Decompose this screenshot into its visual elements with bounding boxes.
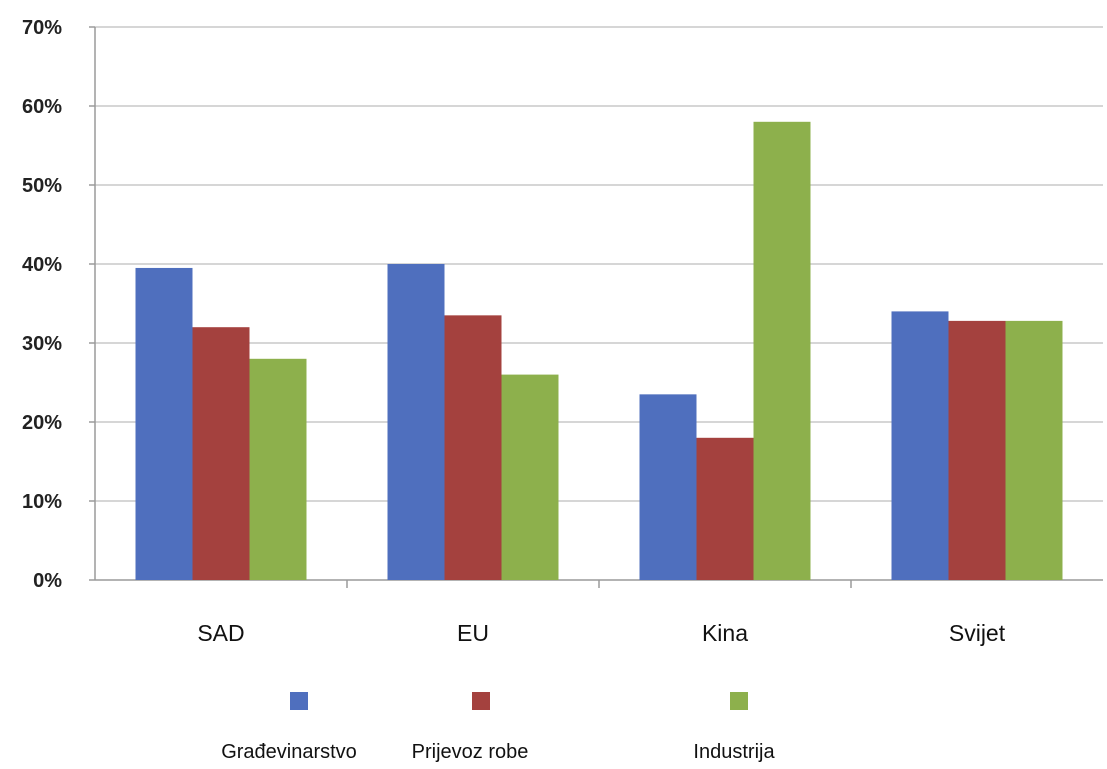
x-tick-label: Svijet — [949, 620, 1006, 646]
bar-eu-1 — [387, 264, 445, 580]
x-tick-label: SAD — [197, 620, 244, 646]
legend: Građevinarstvo Prijevoz robe Industrija — [221, 692, 775, 763]
legend-swatch — [730, 692, 748, 710]
legend-label: Industrija — [693, 741, 775, 763]
y-tick-label: 0% — [33, 570, 62, 592]
y-tick-label: 10% — [22, 491, 62, 513]
legend-swatch — [472, 692, 490, 710]
bar-eu-3 — [501, 374, 559, 580]
bar-svijet-2 — [948, 320, 1006, 580]
y-tick-label: 40% — [22, 254, 62, 276]
bar-kina-1 — [639, 394, 697, 580]
y-tick-label: 60% — [22, 96, 62, 118]
x-tick-label: Kina — [702, 620, 748, 646]
bar-svijet-3 — [1005, 320, 1063, 580]
x-tick-label: EU — [457, 620, 489, 646]
bars — [135, 121, 1063, 581]
bar-sad-2 — [192, 327, 250, 580]
tick-labels: 0% 10% 20% 30% 40% 50% 60% 70% SAD EU Kina Svijet — [22, 17, 1006, 646]
y-tick-label: 30% — [22, 333, 62, 355]
bar-eu-2 — [444, 315, 502, 580]
legend-swatch — [290, 692, 308, 710]
bar-svijet-1 — [891, 311, 949, 580]
bar-sad-3 — [249, 358, 307, 580]
y-tick-label: 20% — [22, 412, 62, 434]
legend-label: Prijevoz robe — [412, 741, 529, 763]
bar-sad-1 — [135, 267, 193, 580]
legend-label: Građevinarstvo — [221, 741, 357, 763]
y-tick-label: 50% — [22, 175, 62, 197]
bar-kina-2 — [696, 437, 754, 580]
y-tick-label: 70% — [22, 17, 62, 39]
bar-kina-3 — [753, 121, 811, 581]
